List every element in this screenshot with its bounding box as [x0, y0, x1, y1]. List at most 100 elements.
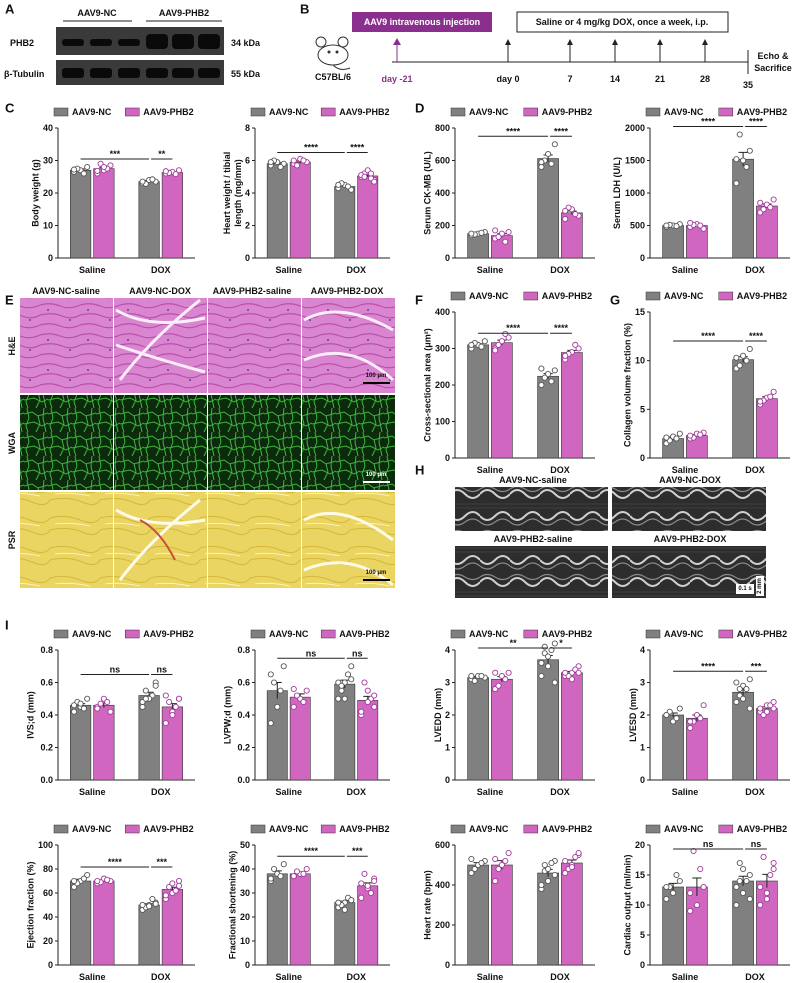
data-point — [545, 877, 552, 885]
bar — [491, 678, 513, 781]
legend-label: AAV9-NC — [469, 291, 509, 301]
data-point — [361, 679, 368, 686]
data-point — [673, 715, 680, 722]
data-point — [763, 889, 770, 897]
data-point — [502, 330, 509, 337]
y-tick-label: 8 — [245, 123, 250, 133]
data-point — [77, 700, 84, 707]
data-point — [270, 865, 278, 873]
data-point — [733, 883, 740, 891]
data-point — [505, 334, 512, 341]
legend-swatch — [450, 824, 466, 834]
data-point — [740, 695, 747, 702]
data-point — [152, 682, 159, 689]
y-axis-label: Collagen volume fraction (%) — [623, 323, 633, 447]
bar — [537, 375, 559, 459]
significance-label: * — [559, 638, 563, 648]
significance-label: **** — [506, 323, 521, 333]
data-point — [770, 698, 777, 706]
data-point — [80, 705, 87, 712]
y-tick-label: 4 — [245, 188, 250, 198]
y-tick-label: 0.4 — [40, 710, 53, 720]
legend-label: AAV9-PHB2 — [542, 291, 592, 301]
panel-label: H — [415, 463, 424, 478]
legend-swatch — [320, 107, 336, 117]
blot-size: 55 kDa — [231, 69, 261, 79]
y-tick-label: 4 — [445, 645, 450, 655]
data-point — [492, 347, 499, 354]
legend-swatch — [250, 824, 266, 834]
legend-label: AAV9-PHB2 — [143, 107, 193, 117]
data-point — [70, 877, 78, 885]
data-point — [746, 895, 753, 903]
x-tick-label: DOX — [745, 465, 765, 475]
significance-label: ns — [703, 839, 714, 849]
y-axis-label: Fractional shortening (%) — [228, 851, 238, 960]
data-point — [175, 695, 183, 702]
blot-row-label: β-Tubulin — [4, 69, 44, 79]
data-point — [142, 695, 149, 702]
y-tick-label: 50 — [240, 840, 250, 850]
data-point — [367, 170, 375, 177]
data-point — [538, 159, 545, 166]
scale-label: 100 μm — [366, 570, 387, 576]
data-point — [495, 865, 502, 873]
y-tick-label: 6 — [245, 156, 250, 166]
data-point — [267, 671, 274, 678]
y-tick-label: 10 — [635, 356, 645, 366]
x-tick-label: Saline — [477, 265, 504, 275]
bar — [266, 163, 288, 259]
data-point — [673, 223, 680, 230]
y-tick-label: 2 — [640, 710, 645, 720]
bar — [467, 344, 489, 459]
y-tick-label: 400 — [435, 307, 450, 317]
data-point — [572, 341, 579, 348]
data-point — [478, 672, 485, 680]
histology-title: AAV9-NC-saline — [32, 286, 100, 296]
y-tick-label: 2 — [445, 710, 450, 720]
data-point — [545, 370, 552, 378]
data-point — [505, 849, 512, 857]
legend-swatch — [53, 824, 69, 834]
significance-label: **** — [554, 323, 569, 333]
data-point — [548, 646, 555, 654]
legend-label: AAV9-PHB2 — [542, 824, 592, 834]
legend-swatch — [523, 824, 539, 834]
y-tick-label: 500 — [630, 221, 645, 231]
x-tick-label: Saline — [79, 265, 106, 275]
data-point — [676, 705, 683, 712]
data-point — [358, 894, 365, 901]
data-point — [162, 168, 169, 175]
panel-label: B — [300, 2, 309, 17]
y-tick-label: 10 — [240, 936, 250, 946]
data-point — [468, 855, 475, 863]
data-point — [733, 679, 740, 686]
data-point — [172, 171, 179, 178]
y-axis-label: Cross-sectional area (μm²) — [422, 328, 432, 442]
bar — [138, 181, 160, 259]
y-tick-label: 0.2 — [40, 743, 53, 753]
x-tick-label: Saline — [672, 972, 699, 982]
panel-label: D — [415, 101, 424, 116]
data-point — [538, 659, 545, 667]
bar — [732, 359, 754, 459]
significance-label: ns — [306, 648, 317, 658]
y-tick-label: 40 — [43, 912, 53, 922]
data-point — [290, 873, 297, 880]
data-point — [146, 903, 153, 910]
y-tick-label: 1500 — [625, 156, 645, 166]
data-point — [293, 162, 301, 169]
y-tick-label: 4 — [640, 645, 645, 655]
data-point — [767, 393, 774, 400]
y-tick-label: 200 — [435, 380, 450, 390]
data-point — [468, 341, 475, 348]
data-point — [104, 876, 111, 883]
data-point — [746, 345, 753, 353]
data-point — [670, 889, 677, 897]
data-point — [545, 150, 552, 158]
y-tick-label: 1000 — [625, 188, 645, 198]
x-tick-label: Saline — [275, 972, 302, 982]
data-point — [505, 228, 512, 236]
data-point — [492, 227, 499, 234]
